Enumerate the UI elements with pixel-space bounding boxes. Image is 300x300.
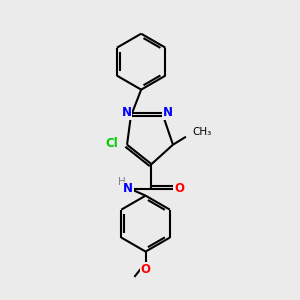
Text: H: H — [118, 177, 126, 188]
Text: CH₃: CH₃ — [193, 127, 212, 137]
Text: O: O — [174, 182, 184, 195]
Text: Cl: Cl — [105, 137, 118, 150]
Text: N: N — [163, 106, 173, 119]
Text: N: N — [122, 106, 131, 119]
Text: N: N — [123, 182, 133, 195]
Text: O: O — [141, 263, 151, 276]
